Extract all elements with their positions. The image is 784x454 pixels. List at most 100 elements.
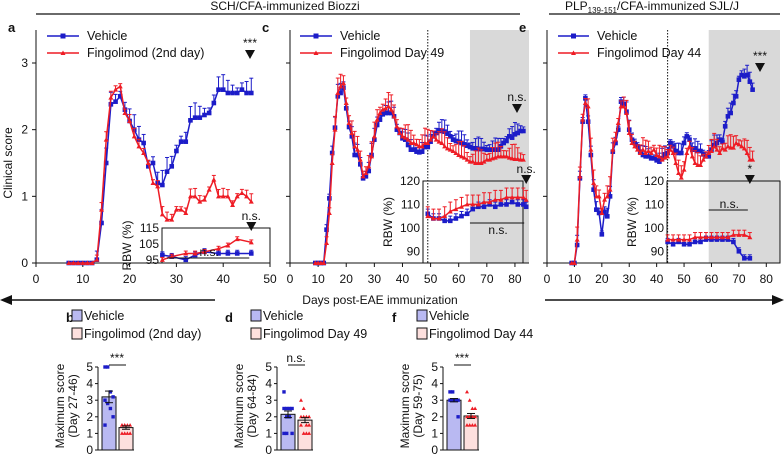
inset-data-point: [725, 234, 731, 240]
y-tick-label: 2: [431, 410, 438, 424]
x-axis-label: Days post-EAE immunization: [302, 293, 457, 307]
inset-data-point: [447, 218, 453, 224]
data-point: [504, 138, 509, 144]
data-point: [668, 140, 673, 146]
inset-data-point: [442, 218, 447, 224]
data-point: [202, 112, 207, 118]
data-point: [414, 141, 420, 147]
individual-point: [307, 431, 312, 435]
data-point: [103, 137, 109, 142]
data-point: [160, 182, 165, 188]
inset-data-point: [459, 204, 465, 209]
inset-y-label: RBW (%): [120, 221, 134, 271]
x-tick-label: 30: [368, 272, 382, 286]
individual-point: [473, 423, 478, 427]
data-point: [380, 107, 386, 112]
inset-data-point: [692, 239, 698, 245]
data-point: [596, 210, 602, 216]
inset-data-point: [234, 236, 240, 242]
x-tick-label: 30: [170, 272, 184, 286]
data-point: [399, 133, 405, 139]
inset-data-point: [521, 202, 526, 207]
y-tick-label: 3: [265, 393, 272, 407]
data-point: [599, 210, 605, 215]
legend-label: Vehicle: [263, 309, 303, 323]
x-tick-label: 40: [217, 272, 231, 286]
data-point: [442, 143, 448, 149]
data-point: [411, 140, 417, 145]
legend-label: Vehicle: [87, 29, 127, 43]
data-point: [706, 150, 712, 155]
inset-data-point: [708, 234, 714, 240]
inset-data-point: [201, 249, 207, 254]
data-point: [192, 193, 198, 199]
x-tick-label: 10: [568, 272, 582, 286]
data-point: [234, 193, 240, 199]
data-point: [230, 90, 235, 96]
y-axis-label: Maximum score: [398, 363, 412, 448]
inset-data-point: [216, 251, 221, 256]
data-point: [659, 157, 665, 162]
y-tick-label: 4: [86, 377, 93, 391]
data-point: [467, 144, 473, 150]
legend-marker: [313, 33, 319, 39]
data-point: [739, 72, 744, 78]
data-point: [70, 260, 76, 265]
legend-marker: [60, 50, 66, 55]
data-point: [670, 150, 676, 155]
timepoint-marker-icon: [245, 50, 255, 59]
individual-point: [473, 414, 478, 419]
inset-comparison-label: n.s.: [199, 245, 218, 259]
inset-data-point: [719, 234, 725, 240]
individual-point: [285, 415, 289, 419]
data-point: [591, 180, 597, 185]
inset-data-point: [159, 257, 165, 262]
data-point: [509, 135, 515, 140]
individual-point: [448, 390, 452, 394]
inset-y-tick-label: 110: [401, 197, 420, 211]
data-point: [332, 127, 338, 132]
y-axis-label-range: (Day 64-84): [245, 374, 259, 437]
inset-data-point: [703, 234, 709, 240]
inset-data-point: [676, 239, 681, 245]
x-tick-label: 10: [311, 272, 325, 286]
individual-point: [470, 423, 475, 427]
data-point: [750, 157, 756, 162]
data-point: [397, 130, 403, 135]
inset-data-point: [747, 234, 753, 240]
data-point: [164, 217, 170, 222]
individual-point: [282, 431, 286, 436]
data-point: [146, 164, 151, 169]
data-point: [188, 118, 193, 123]
inset-data-point: [515, 194, 521, 200]
data-point: [220, 87, 226, 92]
individual-point: [285, 406, 289, 411]
x-tick-label: 20: [123, 272, 137, 286]
inset-data-point: [425, 213, 431, 219]
data-point: [324, 227, 329, 232]
data-point: [439, 140, 445, 145]
data-point: [169, 164, 175, 169]
series-fingolimod: [66, 83, 254, 265]
inset-data-point: [487, 199, 493, 205]
inset-data-point: [670, 237, 676, 242]
inset-data-point: [192, 250, 198, 256]
data-point: [430, 133, 436, 139]
data-point: [478, 160, 484, 165]
data-point: [484, 147, 490, 152]
data-point: [354, 147, 360, 152]
data-point: [433, 130, 439, 136]
data-point: [470, 159, 476, 164]
inset-comparison-label: n.s.: [720, 197, 739, 211]
right-title-rest: /CFA-immunized SJL/J: [617, 0, 739, 13]
data-point: [717, 150, 723, 155]
data-point: [607, 194, 613, 199]
inset-data-point: [183, 250, 189, 256]
data-point: [719, 145, 725, 151]
data-point: [414, 149, 419, 154]
data-point: [436, 128, 442, 133]
data-point: [216, 193, 222, 199]
data-point: [481, 159, 487, 164]
data-point: [174, 148, 179, 154]
data-point: [428, 137, 434, 142]
